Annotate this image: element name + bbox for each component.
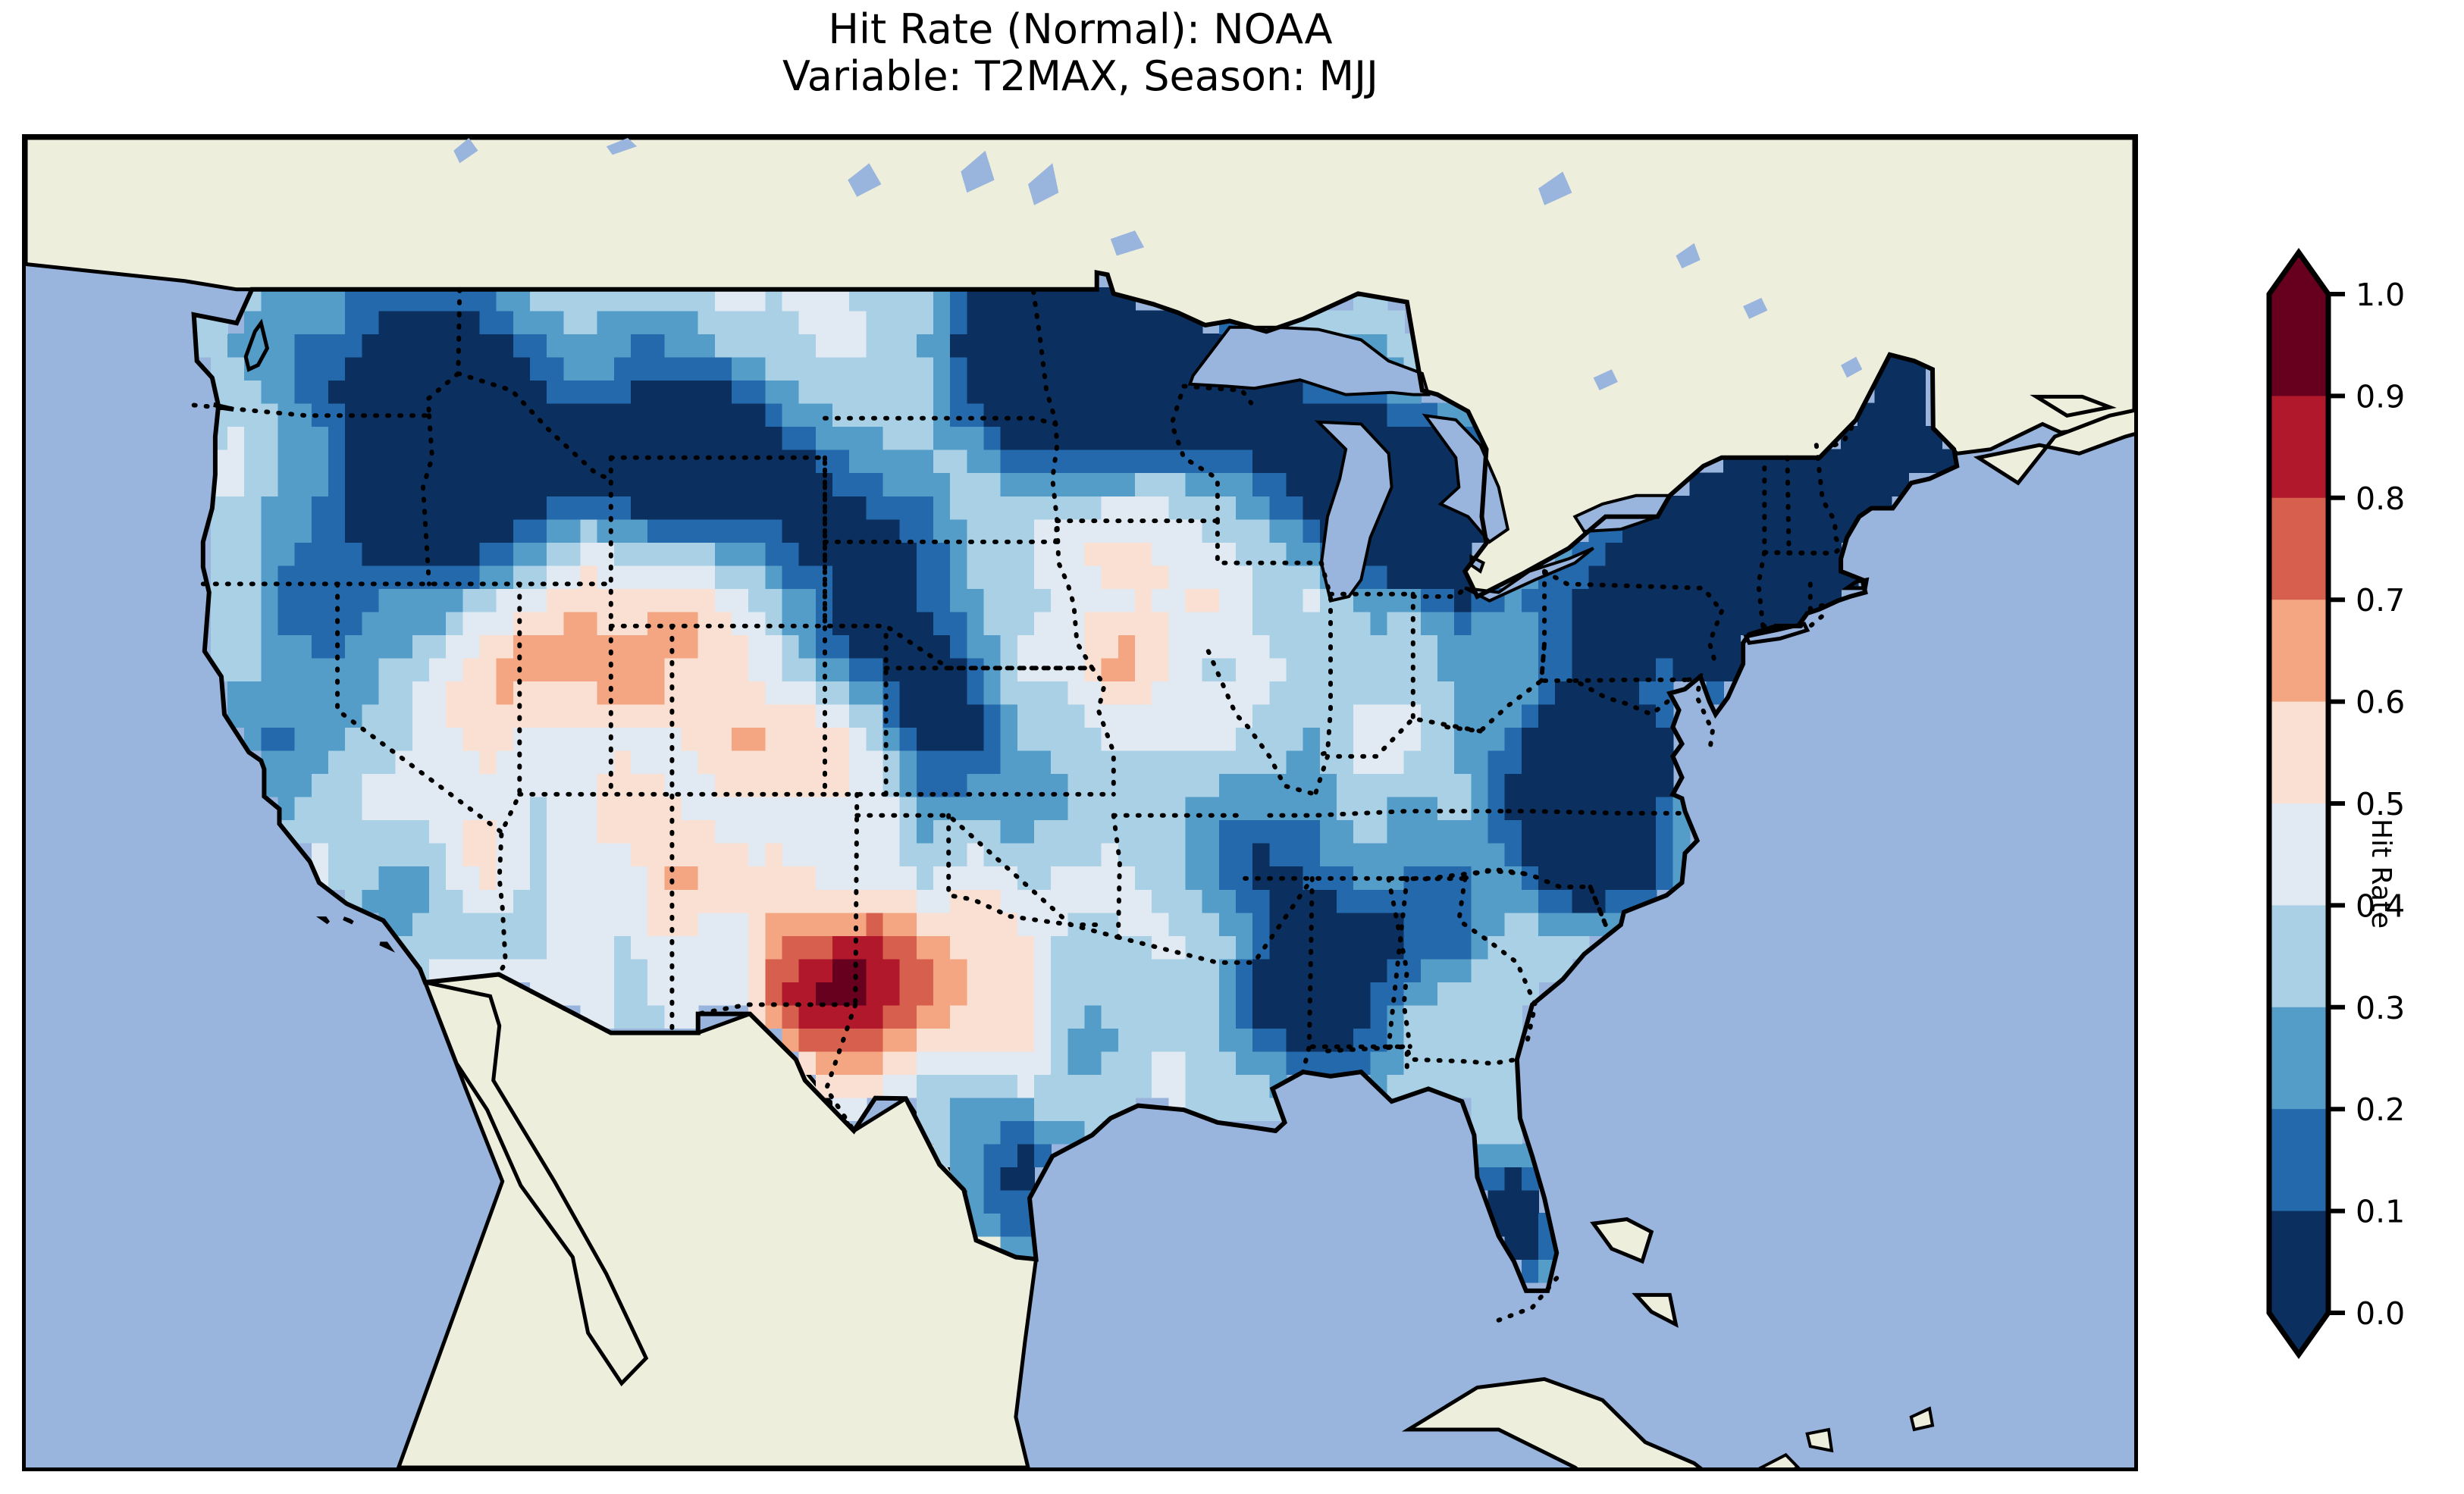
colorbar-tick-label: 0.8 xyxy=(2356,481,2405,517)
colorbar-tick-label: 0.2 xyxy=(2356,1092,2405,1128)
hit-rate-data-layer xyxy=(193,287,1958,1283)
colorbar-tick-label: 0.1 xyxy=(2356,1194,2405,1230)
colorbar-tick-label: 0.6 xyxy=(2356,684,2405,721)
colorbar-tick-label: 0.7 xyxy=(2356,582,2405,619)
colorbar-tick-label: 0.3 xyxy=(2356,990,2405,1026)
foreign-land-layer xyxy=(26,138,2134,1467)
figure-title: Hit Rate (Normal): NOAA Variable: T2MAX,… xyxy=(0,6,2161,99)
great-lakes-layer xyxy=(453,138,1863,603)
colorbar-tick-label: 0.4 xyxy=(2356,888,2405,924)
state-borders-layer xyxy=(191,287,1859,1323)
map-canvas xyxy=(26,138,2134,1467)
colorbar-canvas: 1.0 0.9 0.8 0.7 0.6 0.5 0.4 0.3 0.2 0.1 0.0 xyxy=(2266,247,2405,1360)
colorbar-tick-label: 0.9 xyxy=(2356,378,2405,415)
coastline-layer xyxy=(191,269,1960,1293)
colorbar-axis-label: Hit Rate xyxy=(2365,819,2397,929)
colorbar-tick-label: 1.0 xyxy=(2356,277,2405,313)
title-line-2: Variable: T2MAX, Season: MJJ xyxy=(782,52,1378,100)
map-panel[interactable] xyxy=(22,134,2138,1471)
colorbar-tick-label: 0.5 xyxy=(2356,786,2405,822)
colorbar[interactable]: 1.0 0.9 0.8 0.7 0.6 0.5 0.4 0.3 0.2 0.1 0.0 Hit Ra… xyxy=(2263,243,2464,1380)
colorbar-tick-label: 0.0 xyxy=(2356,1295,2405,1332)
title-line-1: Hit Rate (Normal): NOAA xyxy=(828,5,1333,53)
